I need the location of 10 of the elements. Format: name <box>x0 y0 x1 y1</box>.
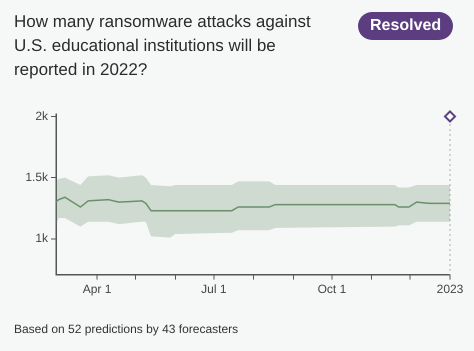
chart-title: How many ransomware attacks against U.S. educational institutions will be reported in 2022? <box>14 11 312 81</box>
x-tick-label: 2023 <box>436 282 464 296</box>
x-tick-label: Apr 1 <box>82 282 112 296</box>
x-tick-label: Oct 1 <box>318 282 347 296</box>
text: Based on 52 predictions by 43 forecasters <box>14 322 238 336</box>
x-tick-label: Jul 1 <box>201 282 227 296</box>
y-tick-label: 1.5k <box>25 170 49 184</box>
y-tick-label: 2k <box>35 108 49 123</box>
text: Resolved <box>358 12 454 40</box>
y-tick-label: 1k <box>35 231 49 246</box>
